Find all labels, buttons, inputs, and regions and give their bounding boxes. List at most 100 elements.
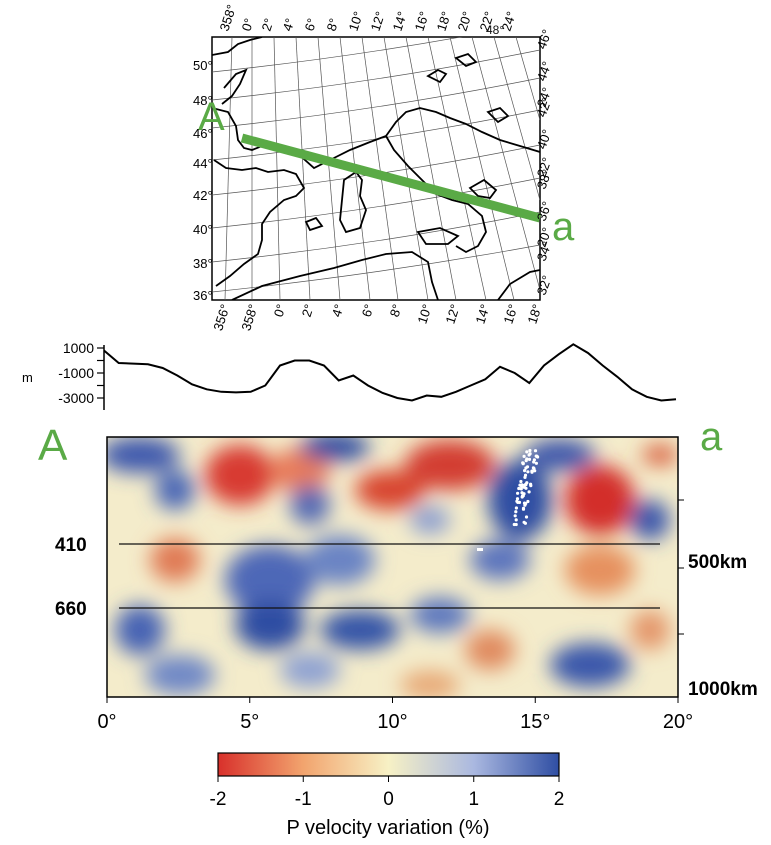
section-x-tick-label: 15°	[520, 711, 550, 733]
map-right-label: 42°	[534, 95, 555, 119]
earthquake-dot	[523, 473, 528, 477]
map-bottom-lon-label: 14°	[473, 302, 493, 325]
section-end-label: a	[700, 415, 723, 459]
map-right-label: 32°	[534, 273, 555, 297]
earthquake-dot	[514, 510, 518, 514]
topography-profile-line	[103, 343, 677, 402]
profile-line-path	[240, 133, 542, 223]
earthquake-dot	[525, 450, 529, 454]
earthquake-dot	[531, 466, 536, 470]
profile-line	[240, 133, 542, 223]
map-lat-label: 38°	[193, 256, 213, 271]
earthquake-dot	[521, 461, 525, 465]
map-top-lon-label: 4°	[280, 16, 298, 32]
earthquake-dot	[518, 483, 522, 487]
section-depth-labels: 500km 1000km	[688, 552, 758, 700]
section-start-label: A	[38, 421, 68, 470]
map-bottom-lon-label: 356°	[210, 302, 233, 332]
map-lat-label: 42°	[193, 188, 213, 203]
colorbar-gradient	[217, 752, 560, 777]
map-lat-label: 48°	[193, 93, 213, 108]
topo-tick-label: -1000	[58, 365, 94, 381]
earthquake-dot	[524, 466, 528, 470]
earthquake-dot	[519, 479, 523, 484]
earthquake-dot	[515, 497, 520, 501]
map-right-label: 24°	[534, 85, 555, 109]
earthquake-dot	[517, 486, 521, 491]
map-bottom-lon-label: 18°	[525, 302, 545, 325]
earthquake-dot	[514, 518, 518, 522]
map-top-lon-label: 10°	[346, 10, 366, 33]
map-extra-top-label: 48°	[486, 23, 504, 37]
map-top-lon-label: 16°	[412, 10, 432, 33]
map-lat-label: 36°	[193, 288, 213, 303]
map-bottom-lon-label: 12°	[443, 302, 463, 325]
earthquake-dot	[522, 454, 526, 458]
section-x-tick-label: 10°	[377, 711, 407, 733]
map-bottom-longitude-labels: 356° 358° 0° 2° 4° 6° 8° 10° 12° 14° 16° 18°	[210, 302, 545, 332]
map-top-lon-label: 14°	[390, 10, 410, 33]
section-right-ticks	[678, 499, 684, 635]
discontinuity-label: 410	[55, 535, 87, 556]
depth-label: 500km	[688, 552, 747, 573]
map-frame	[211, 36, 541, 301]
map-top-lon-label: 18°	[434, 10, 454, 33]
depth-label: 1000km	[688, 679, 758, 700]
earthquake-dot	[516, 491, 520, 495]
topography-panel: 1000 -1000 -3000 m	[22, 340, 677, 410]
map-bottom-lon-label: 16°	[501, 302, 521, 325]
map-right-label: 40°	[534, 127, 555, 151]
earthquake-dot	[514, 506, 519, 510]
section-x-tick-label: 5°	[240, 711, 259, 733]
earthquake-dot	[521, 506, 526, 510]
map-bottom-lon-label: 8°	[387, 302, 405, 318]
map-top-lon-label: 22°	[477, 10, 497, 33]
earthquake-dot	[513, 514, 517, 518]
colorbar-label: P velocity variation (%)	[286, 817, 489, 839]
earthquake-dot	[524, 459, 528, 463]
map-right-label: 38°	[534, 167, 555, 191]
profile-start-label: A	[198, 95, 225, 139]
colorbar-tick-label: -1	[295, 789, 312, 810]
colorbar-ticks: -2 -1 0 1 2	[210, 776, 564, 810]
earthquake-dot	[523, 469, 527, 473]
colorbar-tick-label: 1	[468, 789, 479, 810]
map-bottom-lon-label: 4°	[329, 302, 347, 318]
earthquake-dot	[522, 520, 526, 524]
colorbar-tick-label: 0	[383, 789, 394, 810]
earthquake-dot	[524, 515, 529, 519]
velocity-anomaly-field	[107, 437, 678, 697]
colorbar: -2 -1 0 1 2 P velocity variation (%)	[210, 752, 564, 839]
earthquake-dot	[520, 491, 524, 495]
earthquake-dot	[533, 469, 537, 473]
topo-unit-label: m	[22, 370, 33, 385]
map-bottom-lon-label: 10°	[415, 302, 435, 325]
topo-ticks	[97, 347, 104, 399]
discontinuity-label: 660	[55, 599, 87, 620]
map-top-lon-label: 2°	[259, 16, 277, 32]
section-x-tick-label: 0°	[97, 711, 116, 733]
map-top-lon-label: 8°	[324, 16, 342, 32]
earthquake-dot	[528, 448, 532, 453]
topo-tick-label: 1000	[63, 340, 94, 356]
earthquake-dot	[521, 494, 525, 498]
map-top-longitude-labels: 358° 0° 2° 4° 6° 8° 10° 12° 14° 16° 18° 20° 22° 24°	[217, 3, 519, 33]
earthquake-dot	[532, 458, 537, 462]
map-latitude-labels: 50° 48° 46° 44° 42° 40° 38° 36°	[193, 58, 213, 303]
map-right-label: 44°	[534, 59, 555, 83]
earthquake-dot	[530, 469, 534, 473]
earthquake-dot	[523, 503, 527, 507]
earthquake-dot	[477, 548, 483, 551]
colorbar-tick-label: -2	[210, 789, 227, 810]
earthquake-dot	[529, 484, 533, 488]
section-x-ticks: 0° 5° 10° 15° 20°	[97, 697, 693, 733]
earthquake-dot	[514, 522, 518, 527]
map-bottom-lon-label: 358°	[238, 302, 261, 332]
discontinuity-lines	[119, 543, 660, 609]
map-right-label: 22°	[534, 155, 555, 179]
map-coastlines	[212, 37, 540, 300]
map-right-label: 34°	[534, 239, 555, 263]
section-x-tick-label: 20°	[663, 711, 693, 733]
earthquake-hypocenters	[477, 448, 540, 551]
earthquake-dot	[526, 470, 530, 474]
